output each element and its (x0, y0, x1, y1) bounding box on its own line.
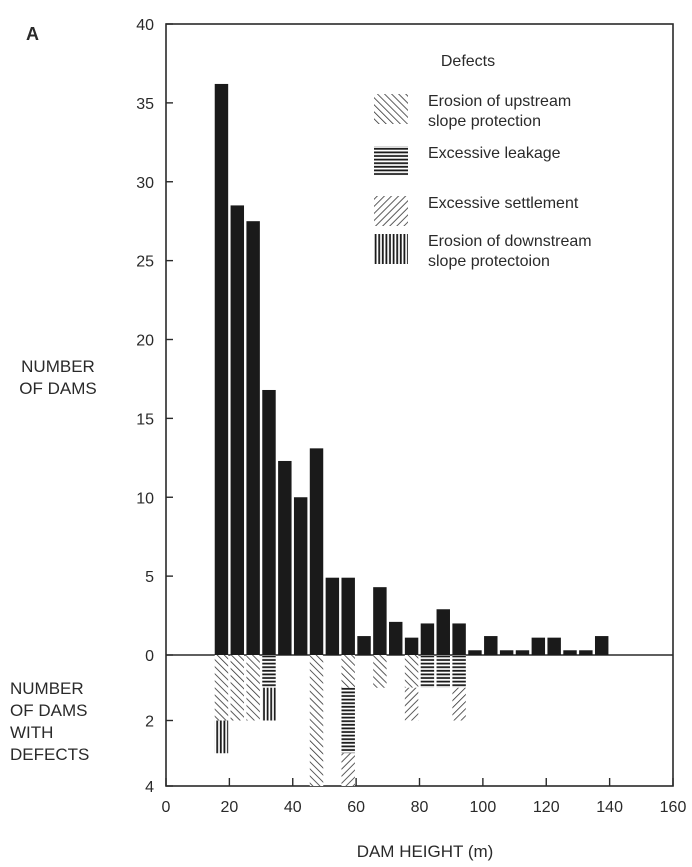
legend-swatch-horizontal (374, 146, 408, 176)
dam-count-bar (452, 623, 466, 655)
defect-bar-diag-right (404, 655, 419, 688)
dam-count-bar (547, 637, 561, 655)
dam-count-bar (341, 577, 355, 655)
x-tick-label: 0 (162, 799, 171, 816)
dam-count-bar (436, 609, 450, 655)
x-tick-label: 100 (470, 799, 497, 816)
defect-bar-horizontal (262, 655, 276, 688)
dam-count-bar (214, 83, 229, 655)
y-tick-label: 10 (136, 490, 154, 507)
legend-label: Excessive settlement (428, 195, 579, 212)
defect-bar-diag-right (341, 655, 355, 688)
dam-count-bar (515, 650, 530, 655)
x-tick-label: 160 (660, 799, 687, 816)
defect-bar-horizontal (341, 687, 355, 754)
defect-bar-diag-right (214, 655, 229, 721)
dam-count-bar (246, 221, 260, 655)
dam-count-bar (230, 205, 245, 655)
x-tick-label: 140 (596, 799, 623, 816)
defect-bar-vertical (262, 687, 276, 721)
y-tick-label: 30 (136, 175, 154, 192)
y-axis-titles: NUMBER OF DAMS NUMBER OF DAMS WITH DEFECTS (10, 357, 97, 764)
y-axis-title-line: OF DAMS (19, 379, 96, 398)
legend-swatch-diag-left (374, 196, 408, 226)
y-axis-title-defects-line: OF DAMS (10, 701, 87, 720)
defect-bar-vertical (214, 720, 229, 754)
defect-bar-diag-right (373, 655, 387, 688)
defect-bar-horizontal (436, 655, 450, 688)
dam-count-bar (373, 587, 387, 655)
dam-count-bar (531, 637, 546, 655)
legend-label: Erosion of upstream (428, 93, 571, 110)
dam-count-bar (278, 460, 292, 655)
y-tick-label: 35 (136, 96, 154, 113)
y-axis-title-line: NUMBER (21, 357, 95, 376)
dam-count-bar (484, 636, 498, 655)
x-tick-label: 80 (411, 799, 429, 816)
dam-count-bar (389, 621, 403, 655)
panel-label: A (26, 24, 39, 44)
y-tick-label: 15 (136, 411, 154, 428)
dam-count-bar (404, 637, 419, 655)
defect-bars (214, 655, 466, 786)
x-tick-label: 20 (220, 799, 238, 816)
dam-count-bar (293, 497, 308, 655)
y-tick-label-defects: 2 (145, 714, 154, 731)
y-tick-label: 40 (136, 17, 154, 34)
legend-label: slope protection (428, 113, 541, 130)
y-tick-label: 5 (145, 569, 154, 586)
legend: Defects Erosion of upstream slope protecti… (374, 53, 592, 270)
dam-count-bar (468, 650, 482, 655)
x-tick-label: 60 (347, 799, 365, 816)
y-tick-label-defects: 4 (145, 779, 154, 796)
y-axis-title-defects-line: NUMBER (10, 679, 84, 698)
defect-bar-horizontal (452, 655, 466, 688)
axis-ticks: 0 20 40 60 80 100 120 140 160 0 5 10 15 20 25 30 35 40 2 4 (136, 17, 686, 816)
dam-count-bars (214, 83, 609, 655)
dam-count-bar (420, 623, 435, 655)
dam-count-bar (309, 448, 324, 655)
y-tick-label: 0 (145, 648, 154, 665)
legend-label: Excessive leakage (428, 145, 561, 162)
legend-title: Defects (441, 53, 495, 70)
dam-count-bar (594, 636, 609, 655)
defect-bar-diag-left (404, 687, 419, 721)
y-tick-label: 20 (136, 333, 154, 350)
dam-count-bar (499, 650, 514, 655)
defect-bar-horizontal (420, 655, 435, 688)
x-tick-label: 40 (284, 799, 302, 816)
legend-swatch-diag-right (374, 94, 408, 124)
x-tick-label: 120 (533, 799, 560, 816)
dam-count-bar (563, 650, 577, 655)
legend-label: slope protectoion (428, 253, 550, 270)
y-axis-title-defects-line: DEFECTS (10, 745, 89, 764)
y-axis-title-defects-line: WITH (10, 723, 53, 742)
legend-swatch-vertical (374, 234, 408, 264)
defect-bar-diag-left (341, 753, 355, 786)
legend-label: Erosion of downstream (428, 233, 592, 250)
dam-count-bar (579, 650, 593, 655)
x-axis-title: DAM HEIGHT (m) (357, 842, 494, 861)
defect-bar-diag-left (452, 687, 466, 721)
defect-bar-diag-right (309, 655, 324, 786)
dam-count-bar (357, 636, 371, 655)
defect-bar-diag-right (246, 655, 260, 721)
defect-bar-diag-right (230, 655, 245, 721)
dam-count-bar (325, 577, 340, 655)
y-tick-label: 25 (136, 254, 154, 271)
dam-count-bar (262, 389, 276, 655)
